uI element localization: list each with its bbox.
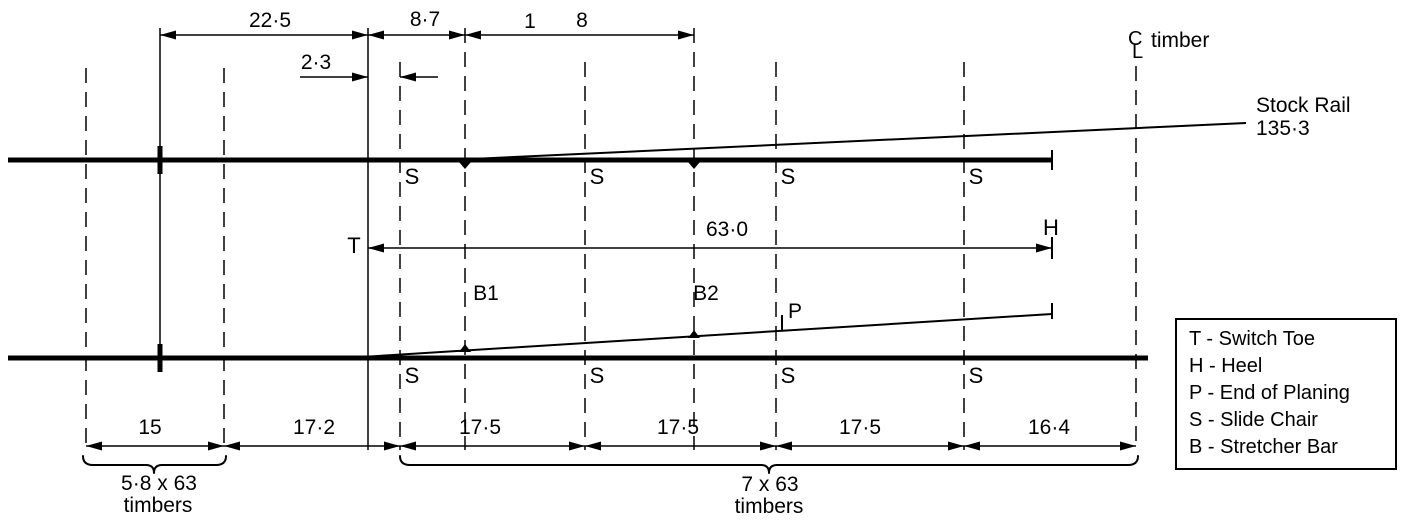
dim-16-4: 16·4 <box>1027 416 1071 439</box>
dim-17-5-a: 17·5 <box>458 416 502 439</box>
slide-chair-upper-1: S <box>404 164 420 189</box>
brace-right-caption-line1: 7 x 63 <box>741 473 799 496</box>
marker-toe: T <box>347 233 361 258</box>
brace-left-caption-line1: 5·8 x 63 <box>121 472 197 495</box>
slide-chair-upper-3: S <box>780 164 796 189</box>
dimension-lines <box>86 30 1136 451</box>
legend-item-end-of-planing: P - End of Planing <box>1189 382 1350 404</box>
dim-8-7: 8·7 <box>409 8 441 31</box>
stock-rail-label-line2: 135·3 <box>1256 117 1310 140</box>
slide-chair-upper-4: S <box>968 164 984 189</box>
legend-item-slide-chair: S - Slide Chair <box>1189 409 1318 431</box>
slide-chair-lower-3: S <box>780 363 796 388</box>
dim-17-2: 17·2 <box>292 416 336 439</box>
dim-17-5-b: 17·5 <box>656 416 700 439</box>
marker-stretcher-b1: B1 <box>473 282 499 305</box>
brace-left-caption-line2: timbers <box>123 494 193 517</box>
reference-lines <box>159 28 369 450</box>
slide-chair-lower-4: S <box>968 363 984 388</box>
dim-63-0: 63·0 <box>705 218 749 241</box>
timber-braces <box>82 455 1139 474</box>
legend-item-heel: H - Heel <box>1189 355 1263 377</box>
legend-item-stretcher-bar: B - Stretcher Bar <box>1189 436 1338 458</box>
timber-centerlines <box>85 28 1137 450</box>
dim-22-5: 22·5 <box>248 9 292 32</box>
marker-heel: H <box>1043 215 1059 240</box>
slide-chair-lower-1: S <box>404 363 420 388</box>
stretcher-bar-markers <box>459 162 700 352</box>
centerline-symbol-l: L <box>1132 41 1144 63</box>
dim-18-digit-8: 8 <box>576 9 588 32</box>
legend-item-switch-toe: T - Switch Toe <box>1189 328 1315 350</box>
slide-chair-lower-2: S <box>589 363 605 388</box>
legend-box: T - Switch Toe H - Heel P - End of Plani… <box>1175 318 1397 470</box>
dim-2-3: 2·3 <box>300 51 332 74</box>
marker-stretcher-b2: B2 <box>693 282 719 305</box>
rails <box>8 146 1148 372</box>
slide-chair-upper-2: S <box>589 164 605 189</box>
marker-end-of-planing: P <box>787 300 803 323</box>
centerline-timber-label: timber <box>1151 29 1210 52</box>
stock-rail-label: Stock Rail 135·3 <box>1256 94 1351 140</box>
brace-right-caption-line2: timbers <box>734 495 804 518</box>
stock-rail-label-line1: Stock Rail <box>1256 94 1351 117</box>
centerline-symbol-c: C <box>1128 28 1143 50</box>
dim-17-5-c: 17·5 <box>838 416 882 439</box>
dim-15: 15 <box>138 416 162 439</box>
dim-18-digit-1: 1 <box>524 10 536 33</box>
